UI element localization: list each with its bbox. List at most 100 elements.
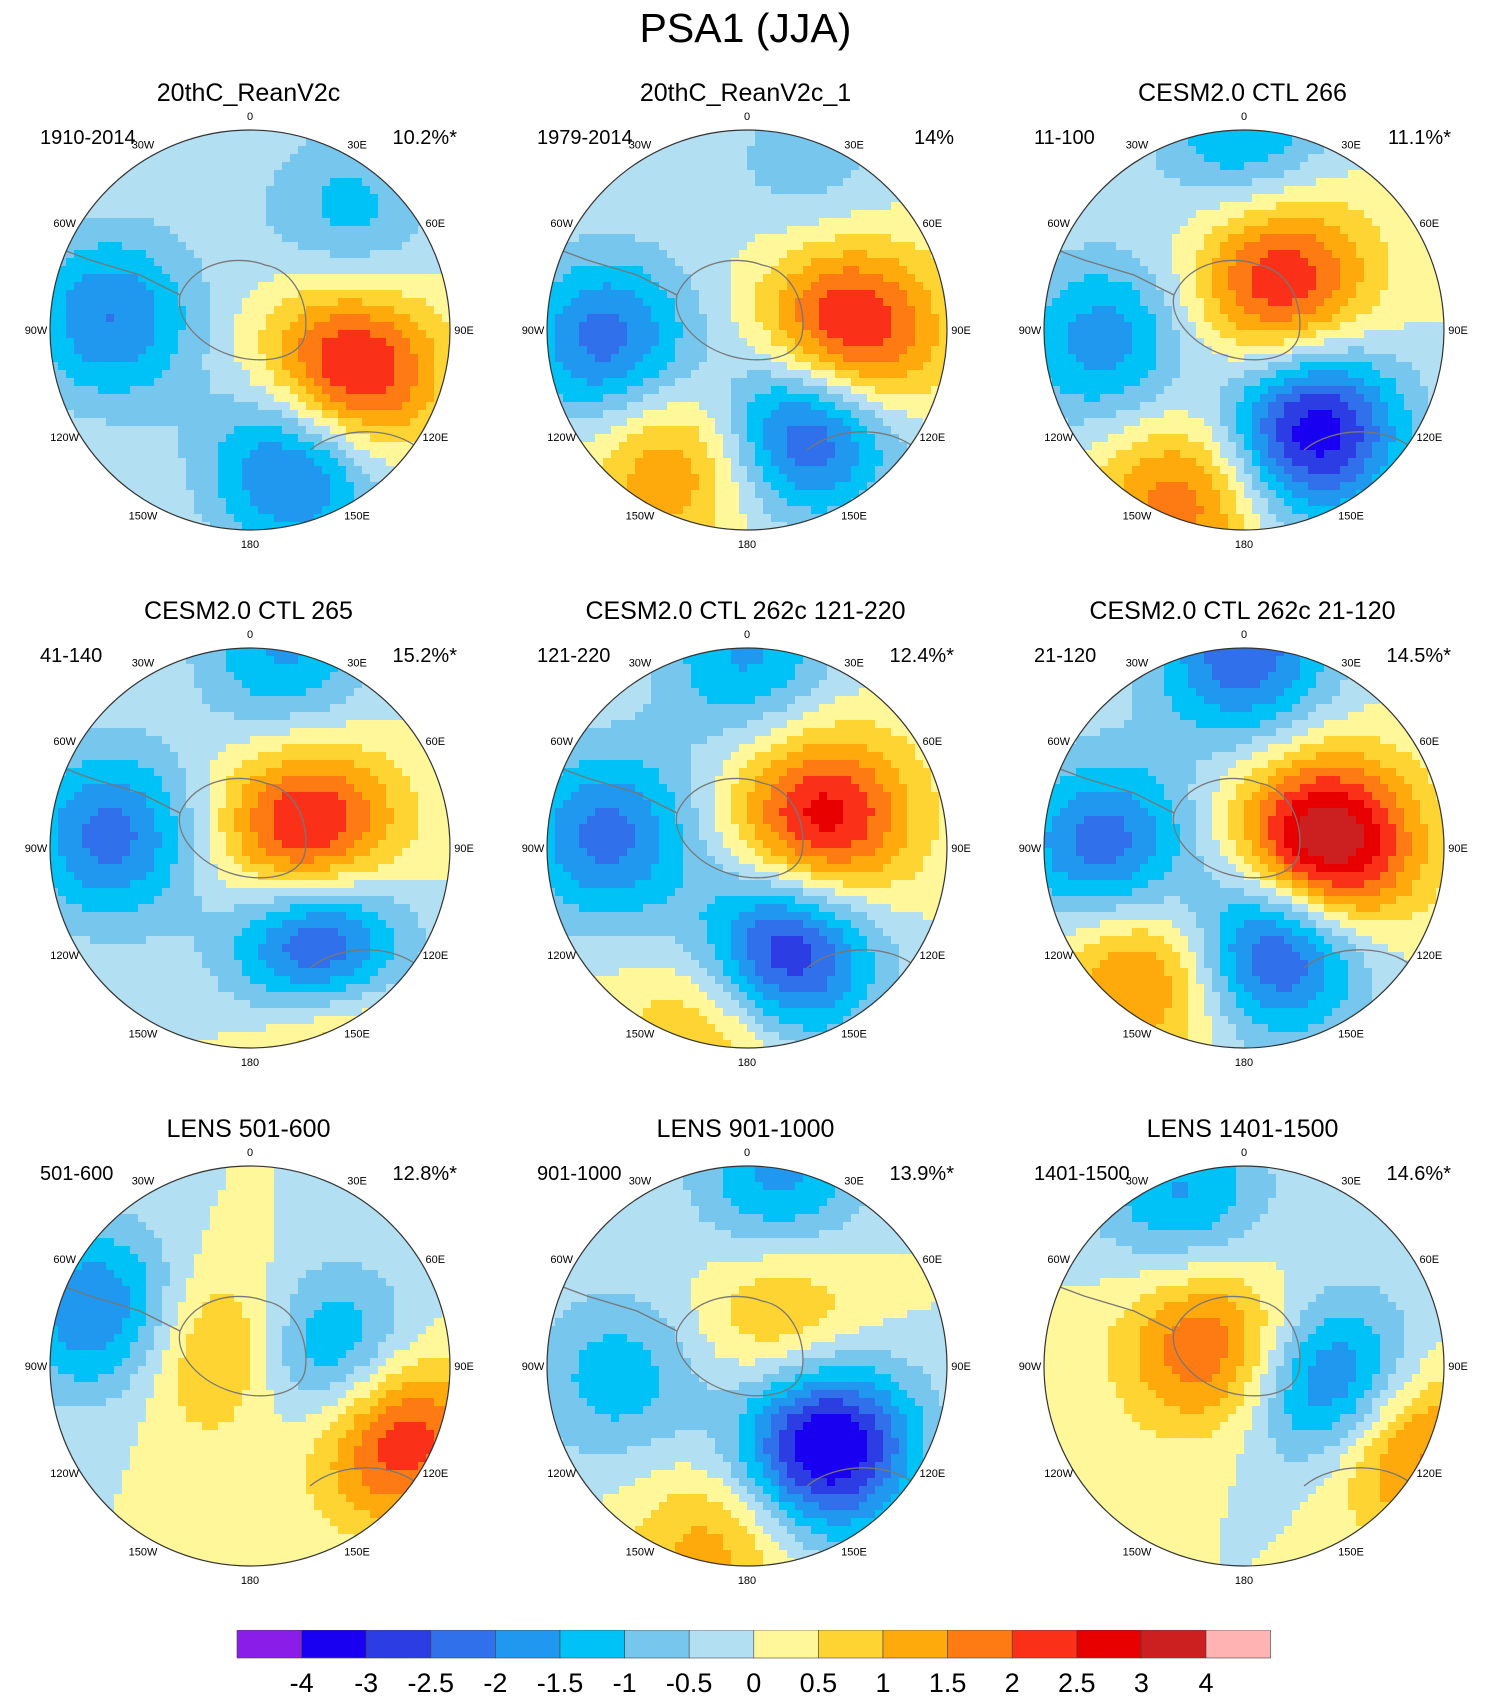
field-cell xyxy=(434,178,443,187)
field-cell xyxy=(587,178,596,187)
field-cell xyxy=(130,458,139,467)
field-cell xyxy=(98,474,107,483)
field-cell xyxy=(74,346,83,355)
field-cell xyxy=(154,442,163,451)
field-cell xyxy=(74,450,83,459)
field-cell xyxy=(675,298,684,307)
field-cell xyxy=(58,330,67,339)
field-cell xyxy=(362,482,371,491)
field-cell xyxy=(867,146,876,155)
field-cell xyxy=(763,314,772,323)
field-cell xyxy=(74,354,83,363)
field-cell xyxy=(571,330,580,339)
field-cell xyxy=(923,242,932,251)
field-cell xyxy=(258,466,267,475)
field-cell xyxy=(931,482,940,491)
field-cell xyxy=(266,306,275,315)
field-cell xyxy=(899,146,908,155)
field-cell xyxy=(619,314,628,323)
field-cell xyxy=(803,330,812,339)
field-cell xyxy=(434,490,443,499)
field-cell xyxy=(715,178,724,187)
field-cell xyxy=(338,194,347,203)
field-cell xyxy=(627,186,636,195)
field-cell xyxy=(290,202,299,211)
field-cell xyxy=(587,506,596,515)
field-cell xyxy=(771,194,780,203)
field-cell xyxy=(819,338,828,347)
field-cell xyxy=(611,306,620,315)
field-cell xyxy=(50,170,59,179)
field-cell xyxy=(643,458,652,467)
field-cell xyxy=(354,482,363,491)
field-cell xyxy=(643,482,652,491)
field-cell xyxy=(330,154,339,163)
field-cell xyxy=(234,434,243,443)
field-cell xyxy=(266,298,275,307)
field-cell xyxy=(803,506,812,515)
field-cell xyxy=(715,282,724,291)
field-cell xyxy=(314,370,323,379)
field-cell xyxy=(731,306,740,315)
field-cell xyxy=(146,346,155,355)
field-cell xyxy=(675,506,684,515)
field-cell xyxy=(827,458,836,467)
field-cell xyxy=(98,186,107,195)
field-cell xyxy=(330,242,339,251)
field-cell xyxy=(218,210,227,219)
field-cell xyxy=(731,162,740,171)
field-cell xyxy=(274,514,283,523)
field-cell xyxy=(266,426,275,435)
field-cell xyxy=(731,346,740,355)
field-cell xyxy=(250,442,259,451)
field-cell xyxy=(803,154,812,163)
field-cell xyxy=(98,346,107,355)
field-cell xyxy=(378,186,387,195)
field-cell xyxy=(651,450,660,459)
field-cell xyxy=(571,402,580,411)
field-cell xyxy=(202,306,211,315)
field-cell xyxy=(370,202,379,211)
field-cell xyxy=(210,482,219,491)
field-cell xyxy=(923,314,932,323)
field-cell xyxy=(867,274,876,283)
field-cell xyxy=(386,378,395,387)
field-cell xyxy=(138,234,147,243)
field-cell xyxy=(338,354,347,363)
field-cell xyxy=(827,202,836,211)
field-cell xyxy=(675,482,684,491)
field-cell xyxy=(202,146,211,155)
field-cell xyxy=(659,394,668,403)
field-cell xyxy=(875,362,884,371)
field-cell xyxy=(418,234,427,243)
field-cell xyxy=(747,506,756,515)
field-cell xyxy=(579,410,588,419)
field-cell xyxy=(875,242,884,251)
field-cell xyxy=(90,338,99,347)
field-cell xyxy=(178,258,187,267)
field-cell xyxy=(683,402,692,411)
field-cell xyxy=(859,498,868,507)
field-cell xyxy=(891,426,900,435)
field-cell xyxy=(691,442,700,451)
field-cell xyxy=(891,370,900,379)
field-cell xyxy=(330,378,339,387)
field-cell xyxy=(330,506,339,515)
field-cell xyxy=(659,466,668,475)
field-cell xyxy=(442,170,450,179)
field-cell xyxy=(210,138,219,147)
field-cell xyxy=(298,458,307,467)
field-cell xyxy=(819,298,828,307)
field-cell xyxy=(442,362,450,371)
field-cell xyxy=(290,146,299,155)
field-cell xyxy=(779,490,788,499)
field-cell xyxy=(595,298,604,307)
field-cell xyxy=(202,418,211,427)
field-cell xyxy=(875,450,884,459)
field-cell xyxy=(547,450,556,459)
field-cell xyxy=(771,290,780,299)
field-cell xyxy=(795,490,804,499)
field-cell xyxy=(811,234,820,243)
field-cell xyxy=(787,314,796,323)
field-cell xyxy=(290,298,299,307)
